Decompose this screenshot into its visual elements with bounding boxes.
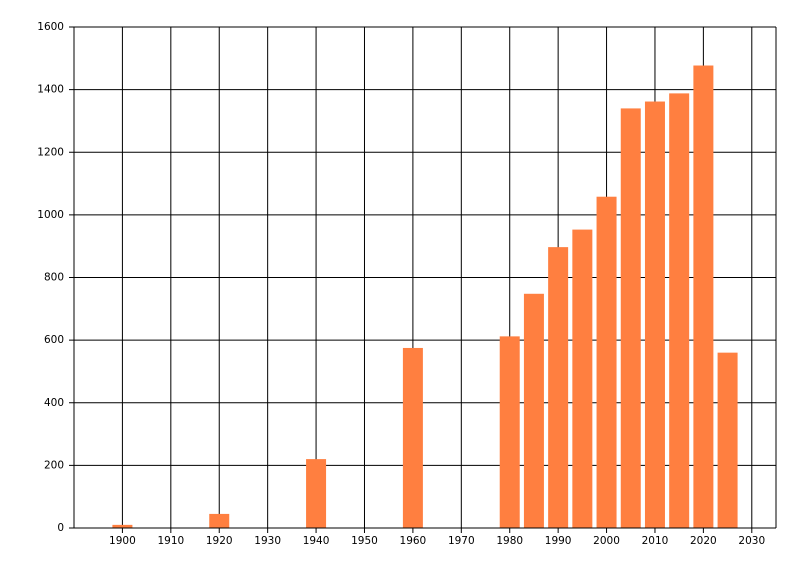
bar	[693, 65, 714, 528]
bar	[572, 229, 593, 529]
x-tick-label: 1990	[545, 535, 572, 547]
bar	[306, 459, 327, 528]
y-tick-label: 1200	[37, 146, 64, 158]
bar	[669, 93, 690, 528]
bar	[548, 247, 569, 528]
x-tick-label: 2010	[642, 535, 669, 547]
bar	[402, 347, 423, 528]
x-tick-label: 1970	[448, 535, 475, 547]
bar	[620, 108, 641, 528]
x-tick-label: 2020	[690, 535, 717, 547]
bar	[596, 196, 617, 528]
y-tick-label: 1400	[37, 84, 64, 96]
x-tick-label: 1950	[351, 535, 378, 547]
y-tick-label: 800	[44, 272, 64, 284]
bar	[523, 293, 544, 528]
x-tick-label: 1980	[496, 535, 523, 547]
bar	[499, 336, 520, 528]
bar	[644, 101, 665, 529]
bar	[717, 352, 738, 528]
y-tick-label: 0	[57, 522, 64, 534]
bar	[209, 513, 230, 528]
y-tick-label: 1600	[37, 21, 64, 33]
x-tick-label: 2030	[738, 535, 765, 547]
x-tick-label: 1920	[206, 535, 233, 547]
bar	[112, 524, 133, 528]
x-tick-label: 1900	[109, 535, 136, 547]
y-tick-label: 1000	[37, 209, 64, 221]
x-tick-label: 1960	[400, 535, 427, 547]
x-tick-label: 1910	[157, 535, 184, 547]
y-tick-label: 600	[44, 334, 64, 346]
x-tick-label: 2000	[593, 535, 620, 547]
x-tick-label: 1930	[254, 535, 281, 547]
y-tick-label: 200	[44, 459, 64, 471]
x-tick-label: 1940	[303, 535, 330, 547]
y-tick-label: 400	[44, 397, 64, 409]
